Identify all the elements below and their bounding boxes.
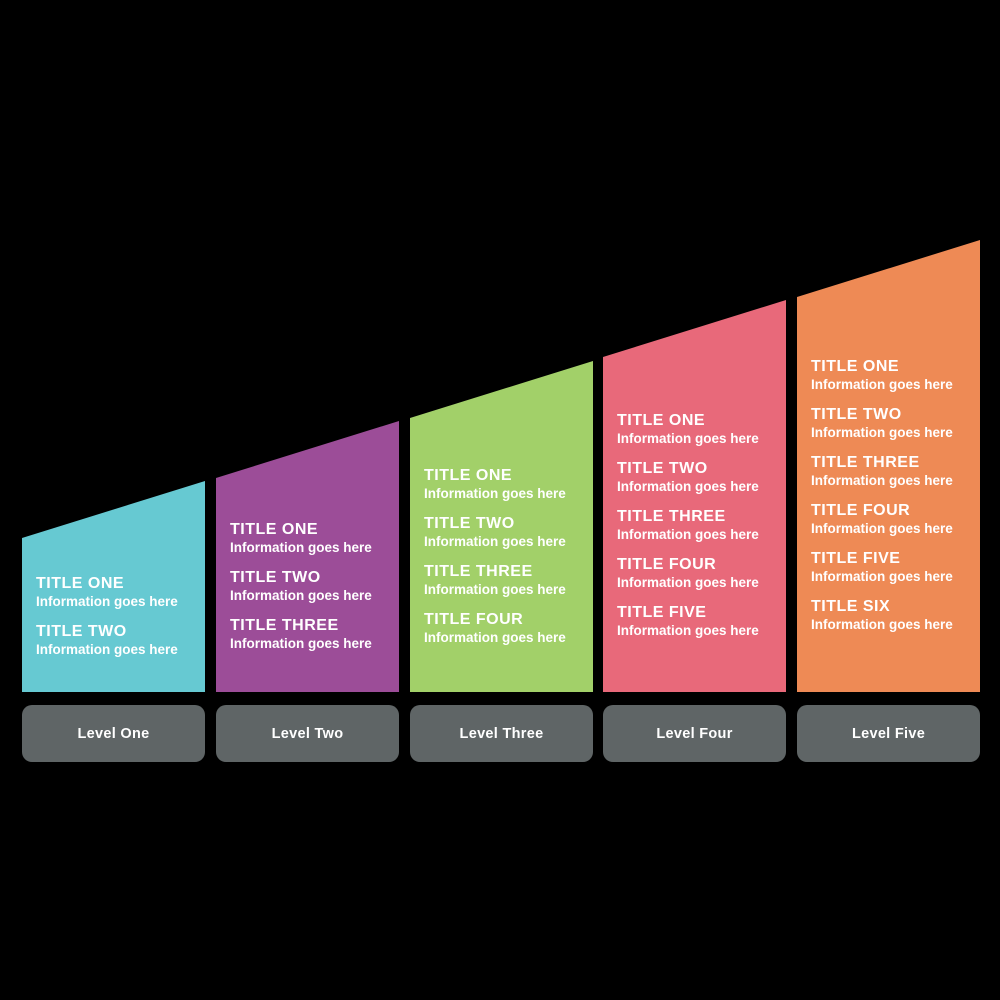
level-column-content: TITLE ONE Information goes here TITLE TWO I… xyxy=(811,297,972,692)
level-column-content: TITLE ONE Information goes here TITLE TWO I… xyxy=(36,538,197,692)
level-label-1: Level One xyxy=(22,705,205,762)
item-title: TITLE FOUR xyxy=(811,502,911,519)
level-label-text: Level Two xyxy=(271,725,344,742)
level-label-4: Level Four xyxy=(603,705,786,762)
item-info: Information goes here xyxy=(617,623,759,638)
item-info: Information goes here xyxy=(811,569,953,584)
item-title: TITLE ONE xyxy=(424,466,513,484)
item-title: TITLE TWO xyxy=(617,460,708,477)
level-column-content: TITLE ONE Information goes here TITLE TWO I… xyxy=(424,418,585,692)
item-title: TITLE ONE xyxy=(811,358,900,375)
level-label-text: Level Four xyxy=(656,725,733,742)
info-group: TITLE FIVE Information goes here xyxy=(811,549,972,584)
level-label-2: Level Two xyxy=(216,705,399,762)
item-title: TITLE FOUR xyxy=(617,556,717,573)
info-group: TITLE TWO Information goes here xyxy=(36,622,197,657)
item-info: Information goes here xyxy=(811,425,953,440)
level-column-5: TITLE ONE Information goes here TITLE TWO I… xyxy=(797,240,980,692)
info-group: TITLE TWO Information goes here xyxy=(811,405,972,440)
info-group: TITLE TWO Information goes here xyxy=(230,568,391,603)
item-info: Information goes here xyxy=(811,377,953,392)
item-info: Information goes here xyxy=(230,587,372,603)
level-column-3: TITLE ONE Information goes here TITLE TWO I… xyxy=(410,361,593,692)
item-title: TITLE FIVE xyxy=(811,550,901,567)
item-info: Information goes here xyxy=(617,575,759,590)
level-column-content: TITLE ONE Information goes here TITLE TWO I… xyxy=(230,478,391,692)
level-column-1: TITLE ONE Information goes here TITLE TWO I… xyxy=(22,481,205,692)
item-info: Information goes here xyxy=(424,485,566,501)
item-info: Information goes here xyxy=(424,533,566,549)
item-title: TITLE TWO xyxy=(230,568,321,586)
info-group: TITLE FIVE Information goes here xyxy=(617,603,778,638)
level-label-text: Level Five xyxy=(851,725,926,742)
item-info: Information goes here xyxy=(230,539,372,555)
info-group: TITLE FOUR Information goes here xyxy=(424,610,585,645)
item-info: Information goes here xyxy=(811,617,953,632)
level-label-5: Level Five xyxy=(797,705,980,762)
item-info: Information goes here xyxy=(811,473,953,488)
item-title: TITLE TWO xyxy=(424,514,515,532)
item-title: TITLE ONE xyxy=(617,412,706,429)
level-column-4: TITLE ONE Information goes here TITLE TWO I… xyxy=(603,300,786,692)
item-info: Information goes here xyxy=(36,641,178,657)
level-column-content: TITLE ONE Information goes here TITLE TWO I… xyxy=(617,357,778,692)
item-info: Information goes here xyxy=(424,581,566,597)
info-group: TITLE THREE Information goes here xyxy=(230,616,391,651)
item-title: TITLE ONE xyxy=(36,574,125,592)
item-title: TITLE TWO xyxy=(36,622,127,640)
item-title: TITLE THREE xyxy=(424,562,533,580)
item-info: Information goes here xyxy=(36,593,178,609)
info-group: TITLE THREE Information goes here xyxy=(811,453,972,488)
info-group: TITLE SIX Information goes here xyxy=(811,597,972,632)
level-label-text: Level One xyxy=(77,725,150,742)
item-title: TITLE TWO xyxy=(811,406,902,423)
level-label-text: Level Three xyxy=(459,725,544,742)
info-group: TITLE THREE Information goes here xyxy=(424,562,585,597)
info-group: TITLE ONE Information goes here xyxy=(617,411,778,446)
info-group: TITLE ONE Information goes here xyxy=(36,574,197,609)
item-title: TITLE THREE xyxy=(617,508,726,525)
item-title: TITLE FOUR xyxy=(424,610,524,628)
info-group: TITLE FOUR Information goes here xyxy=(617,555,778,590)
level-column-2: TITLE ONE Information goes here TITLE TWO I… xyxy=(216,421,399,692)
item-title: TITLE ONE xyxy=(230,520,319,538)
item-title: TITLE SIX xyxy=(811,598,891,615)
info-group: TITLE ONE Information goes here xyxy=(424,466,585,501)
level-label-3: Level Three xyxy=(410,705,593,762)
info-group: TITLE TWO Information goes here xyxy=(424,514,585,549)
info-group: TITLE ONE Information goes here xyxy=(230,520,391,555)
item-title: TITLE THREE xyxy=(811,454,920,471)
item-info: Information goes here xyxy=(230,635,372,651)
info-group: TITLE FOUR Information goes here xyxy=(811,501,972,536)
info-group: TITLE ONE Information goes here xyxy=(811,357,972,392)
info-group: TITLE TWO Information goes here xyxy=(617,459,778,494)
item-title: TITLE THREE xyxy=(230,616,339,634)
info-group: TITLE THREE Information goes here xyxy=(617,507,778,542)
item-info: Information goes here xyxy=(617,479,759,494)
item-info: Information goes here xyxy=(424,629,566,645)
item-info: Information goes here xyxy=(811,521,953,536)
item-info: Information goes here xyxy=(617,527,759,542)
item-info: Information goes here xyxy=(617,431,759,446)
item-title: TITLE FIVE xyxy=(617,604,707,621)
